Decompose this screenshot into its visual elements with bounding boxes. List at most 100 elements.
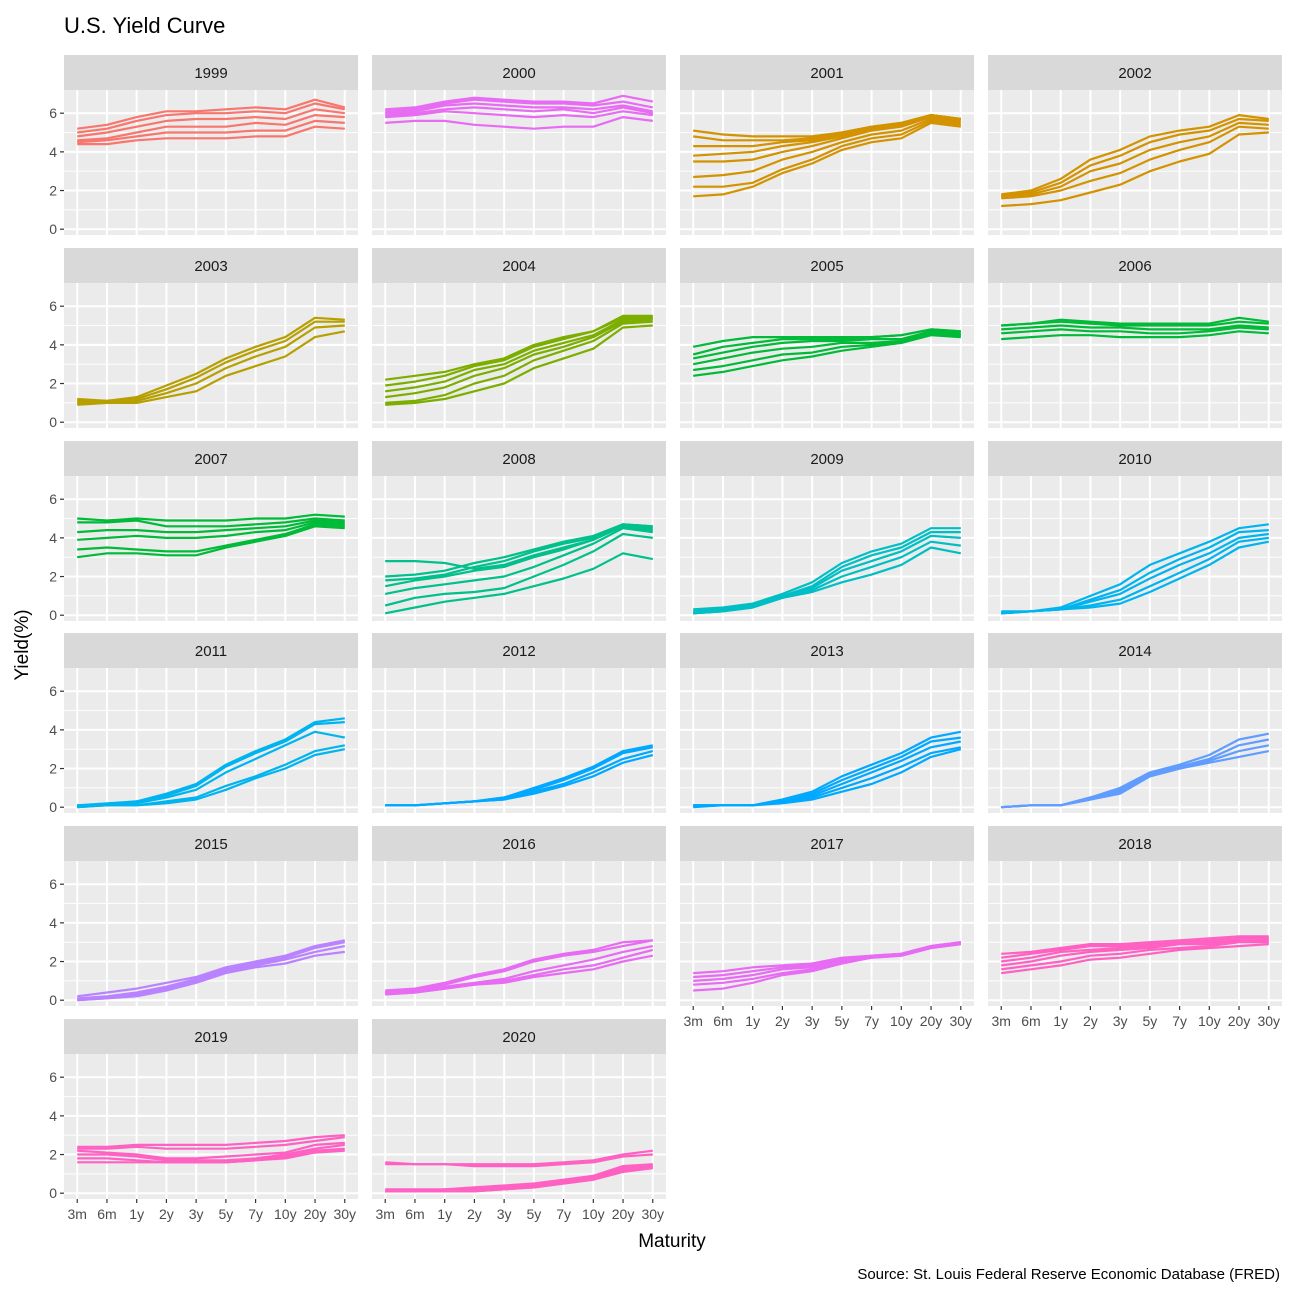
facet-label: 2010 (1118, 451, 1151, 468)
series-line (385, 320, 653, 404)
x-tick-label: 20y (1228, 1013, 1251, 1029)
x-tick-label: 30y (641, 1206, 664, 1222)
y-tick-label: 2 (49, 1147, 57, 1163)
series-line (1001, 113, 1269, 196)
series-line (693, 121, 961, 198)
series-line (385, 106, 654, 117)
facet-label: 2001 (810, 65, 843, 82)
series-line (385, 1149, 653, 1166)
series-line (77, 108, 345, 138)
x-tick-label: 5y (218, 1206, 233, 1222)
facet-panel-2000: 2000 (372, 55, 666, 235)
panel-background (372, 476, 666, 621)
series-line (1001, 125, 1269, 200)
facet-strip (680, 441, 974, 476)
series-line (693, 113, 961, 138)
y-tick-label: 6 (49, 1069, 57, 1085)
series-line (385, 939, 653, 992)
facet-strip (372, 441, 666, 476)
series-line (693, 334, 961, 377)
series-line (384, 527, 653, 595)
series-line (385, 1163, 653, 1191)
y-axis-title: Yield(%) (12, 609, 33, 680)
x-tick-label: 10y (890, 1013, 913, 1029)
series-line (1001, 121, 1269, 198)
facet-strip (64, 633, 358, 668)
x-tick-label: 6m (1021, 1013, 1040, 1029)
x-tick-label: 2y (775, 1013, 790, 1029)
facet-strip (680, 55, 974, 90)
panel-background (988, 283, 1282, 428)
x-tick-label: 3y (189, 1206, 204, 1222)
facet-label: 2002 (1118, 65, 1151, 82)
facet-panel-2003: 2003 0 2 4 6 (49, 248, 358, 430)
x-tick-label: 6m (97, 1206, 116, 1222)
facet-panel-2015: 2015 0 2 4 6 (49, 826, 358, 1008)
series-line (77, 939, 346, 998)
panel-background (372, 283, 666, 428)
facet-label: 2011 (195, 643, 227, 660)
series-line (692, 328, 961, 348)
facet-strip (64, 55, 358, 90)
facet-label: 2007 (194, 451, 227, 468)
x-tick-label: 3y (1113, 1013, 1128, 1029)
series-line (1001, 939, 1269, 963)
series-line (385, 102, 654, 115)
panel-background (64, 283, 358, 428)
series-line (77, 525, 345, 559)
facet-label: 2019 (194, 1029, 227, 1046)
series-line (77, 513, 345, 522)
series-line (77, 1141, 345, 1160)
x-tick-label: 2y (159, 1206, 174, 1222)
series-line (693, 530, 961, 613)
chart-title: U.S. Yield Curve (64, 13, 225, 38)
series-line (693, 527, 961, 611)
x-tick-label: 3m (992, 1013, 1011, 1029)
facet-panel-1999: 1999 0 2 4 6 (49, 55, 358, 237)
y-tick-label: 6 (49, 683, 57, 699)
series-line (692, 330, 961, 360)
x-tick-label: 20y (304, 1206, 327, 1222)
x-tick-label: 3y (805, 1013, 820, 1029)
y-tick-label: 6 (49, 491, 57, 507)
facet-strip (372, 248, 666, 283)
panel-background (988, 861, 1282, 1006)
series-line (1001, 324, 1269, 331)
facet-label: 2020 (502, 1029, 535, 1046)
facet-panel-2009: 2009 (680, 441, 974, 621)
series-line (385, 744, 654, 807)
series-line (77, 519, 345, 534)
x-tick-label: 5y (834, 1013, 849, 1029)
series-line (77, 523, 345, 553)
facet-label: 2012 (502, 643, 535, 660)
series-line (77, 945, 346, 1002)
series-line (1001, 935, 1269, 955)
y-tick-label: 0 (49, 414, 57, 430)
facet-label: 2008 (502, 451, 535, 468)
series-line (77, 941, 346, 1000)
facet-panel-2020: 2020 3m 6m 1y 2y 3y 5y 7y 10y 20y 30y (372, 1019, 666, 1222)
facet-label: 2013 (810, 643, 843, 660)
x-tick-label: 6m (405, 1206, 424, 1222)
x-tick-label: 3m (376, 1206, 395, 1222)
facet-label: 2004 (502, 258, 535, 275)
facet-strip (372, 826, 666, 861)
y-tick-label: 6 (49, 298, 57, 314)
y-tick-label: 4 (49, 722, 57, 738)
y-tick-label: 4 (49, 144, 57, 160)
facet-strip (372, 1019, 666, 1054)
facet-strip (64, 248, 358, 283)
facet-label: 2000 (502, 65, 535, 82)
panel-background (680, 283, 974, 428)
series-line (693, 115, 961, 163)
series-line (77, 1147, 345, 1164)
series-line (77, 316, 345, 402)
facet-strip (988, 55, 1282, 90)
series-line (77, 1134, 345, 1148)
series-line (385, 525, 653, 570)
facet-label: 2016 (502, 836, 535, 853)
series-line (1001, 943, 1269, 975)
facet-panel-2013: 2013 (680, 633, 974, 813)
series-line (385, 314, 653, 381)
